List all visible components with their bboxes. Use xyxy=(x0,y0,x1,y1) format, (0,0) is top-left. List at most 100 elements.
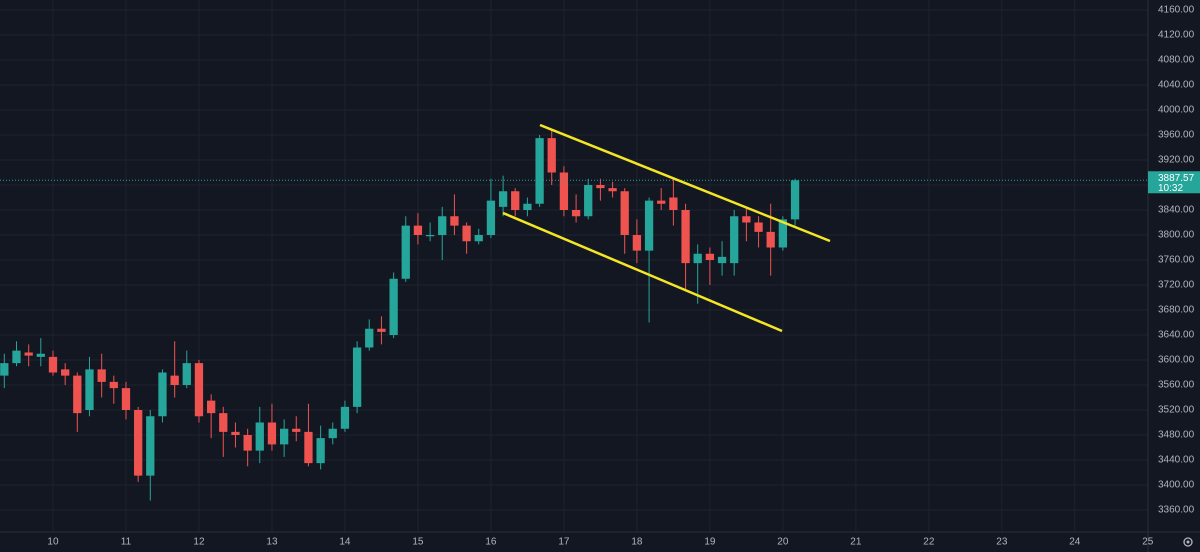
candle-body[interactable] xyxy=(766,231,775,248)
candle-body[interactable] xyxy=(389,278,398,335)
candle-body[interactable] xyxy=(97,369,106,382)
candle-body[interactable] xyxy=(790,180,800,220)
candle-body[interactable] xyxy=(328,428,337,439)
candle-body[interactable] xyxy=(194,363,204,417)
candle-body[interactable] xyxy=(352,347,362,407)
y-tick-label: 4080.00 xyxy=(1158,55,1195,66)
x-tick-label: 11 xyxy=(121,537,132,548)
candle-body[interactable] xyxy=(48,356,58,373)
candle-body[interactable] xyxy=(24,352,33,356)
candle-body[interactable] xyxy=(450,216,459,226)
candle-body[interactable] xyxy=(340,406,350,429)
axes: 3360.00 3400.00 3440.00 3480.00 3520.00 3560.… xyxy=(47,5,1200,548)
candle-body[interactable] xyxy=(316,438,325,464)
price-axis[interactable] xyxy=(1148,0,1200,532)
candle-body[interactable] xyxy=(705,253,715,260)
y-tick-label: 3560.00 xyxy=(1158,380,1195,391)
candle-body[interactable] xyxy=(498,191,508,207)
settings-icon-center xyxy=(1186,540,1190,544)
x-tick-label: 14 xyxy=(339,537,351,548)
candle-body[interactable] xyxy=(474,235,483,242)
x-tick-label: 21 xyxy=(850,537,862,548)
candle-body[interactable] xyxy=(158,372,167,417)
candle-body[interactable] xyxy=(584,185,593,217)
candle-body[interactable] xyxy=(121,388,131,410)
x-tick-label: 10 xyxy=(47,537,59,548)
x-tick-label: 20 xyxy=(777,537,789,548)
candle-body[interactable] xyxy=(596,185,605,189)
candle-body[interactable] xyxy=(267,422,277,445)
candle-body[interactable] xyxy=(134,410,143,476)
candle-body[interactable] xyxy=(535,138,544,204)
candle-body[interactable] xyxy=(377,328,386,332)
candle-body[interactable] xyxy=(255,422,264,451)
candle-body[interactable] xyxy=(486,200,496,235)
settings-icon[interactable] xyxy=(1183,537,1193,547)
candle-body[interactable] xyxy=(547,138,556,173)
candle-body[interactable] xyxy=(669,197,678,211)
countdown-label: 10:32 xyxy=(1158,183,1183,194)
x-tick-label: 19 xyxy=(704,537,716,548)
candle-body[interactable] xyxy=(73,375,82,414)
y-tick-label: 3440.00 xyxy=(1158,455,1195,466)
candle-body[interactable] xyxy=(632,235,642,251)
candle-body[interactable] xyxy=(207,400,216,414)
candle-body[interactable] xyxy=(182,363,191,385)
y-tick-label: 3400.00 xyxy=(1158,480,1195,491)
candle-body[interactable] xyxy=(61,369,70,376)
y-tick-label: 3920.00 xyxy=(1158,155,1195,166)
candle-body[interactable] xyxy=(462,225,471,242)
candle-body[interactable] xyxy=(425,235,435,237)
y-tick-label: 3360.00 xyxy=(1158,505,1195,516)
candle-body[interactable] xyxy=(231,431,240,435)
candle-body[interactable] xyxy=(717,256,727,264)
y-tick-label: 3760.00 xyxy=(1158,255,1195,266)
x-tick-label: 25 xyxy=(1142,537,1154,548)
candle-body[interactable] xyxy=(109,381,118,389)
y-tick-label: 3600.00 xyxy=(1158,355,1195,366)
candle-body[interactable] xyxy=(754,222,763,232)
trendline-upper[interactable] xyxy=(539,123,831,243)
candle-body[interactable] xyxy=(243,435,252,451)
y-tick-label: 3680.00 xyxy=(1158,305,1195,316)
x-tick-label: 23 xyxy=(996,537,1008,548)
candle-body[interactable] xyxy=(559,172,569,211)
candle-body[interactable] xyxy=(608,188,617,192)
trendline-lower[interactable] xyxy=(502,211,783,333)
candle-body[interactable] xyxy=(413,225,423,235)
candle-body[interactable] xyxy=(12,350,21,364)
candle-body[interactable] xyxy=(279,428,289,445)
candle-body[interactable] xyxy=(170,375,179,385)
candle-body[interactable] xyxy=(146,416,155,476)
candle-body[interactable] xyxy=(292,428,301,432)
candle-body[interactable] xyxy=(730,216,739,264)
y-tick-label: 3480.00 xyxy=(1158,430,1195,441)
x-tick-label: 16 xyxy=(485,537,497,548)
candle-body[interactable] xyxy=(571,210,581,217)
candle-body[interactable] xyxy=(681,210,690,264)
candle-body[interactable] xyxy=(778,219,788,248)
candle-body[interactable] xyxy=(36,353,45,357)
candle-body[interactable] xyxy=(620,191,629,235)
candles xyxy=(0,128,1148,501)
candle-body[interactable] xyxy=(365,328,374,348)
candle-body[interactable] xyxy=(0,363,9,376)
x-tick-label: 13 xyxy=(266,537,278,548)
candle-body[interactable] xyxy=(523,203,532,210)
candle-body[interactable] xyxy=(657,200,666,204)
y-tick-label: 4120.00 xyxy=(1158,30,1195,41)
candle-body[interactable] xyxy=(438,216,447,235)
x-tick-label: 22 xyxy=(923,537,935,548)
candle-body[interactable] xyxy=(644,200,654,251)
settings-icon-ring xyxy=(1183,537,1193,547)
candle-body[interactable] xyxy=(693,253,702,264)
candle-body[interactable] xyxy=(304,431,313,464)
y-tick-label: 3720.00 xyxy=(1158,280,1195,291)
candle-body[interactable] xyxy=(742,216,751,223)
candle-body[interactable] xyxy=(85,369,94,410)
y-tick-label: 4000.00 xyxy=(1158,105,1195,116)
candle-body[interactable] xyxy=(401,225,410,279)
candle-body[interactable] xyxy=(219,413,228,432)
candle-body[interactable] xyxy=(511,191,520,210)
